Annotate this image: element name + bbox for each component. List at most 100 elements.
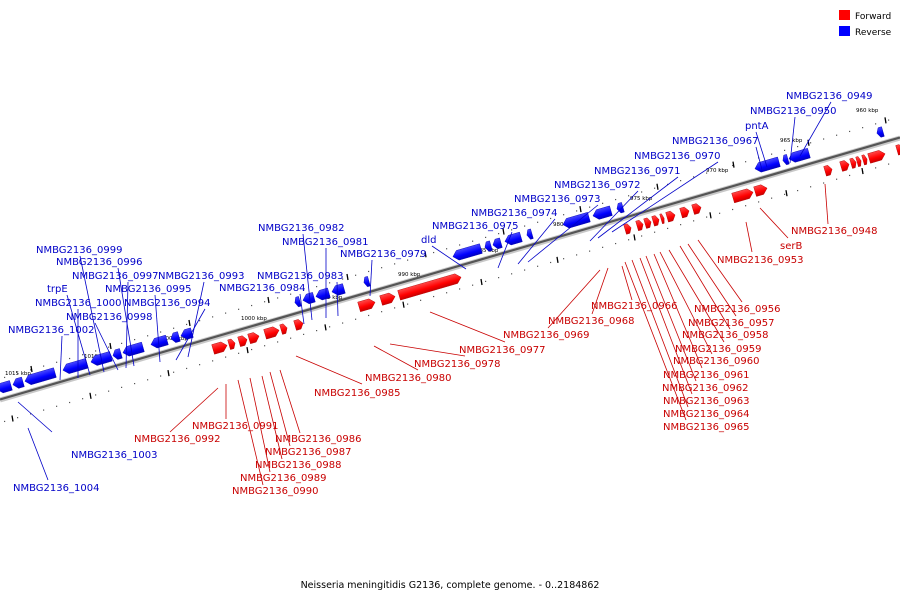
reverse-gene-shape[interactable] — [484, 240, 493, 252]
reverse-gene-arrow[interactable] — [302, 292, 316, 305]
gene-label-0968[interactable]: NMBG2136_0968 — [548, 316, 634, 327]
gene-label-0949[interactable]: NMBG2136_0949 — [786, 91, 872, 102]
reverse-gene-arrow[interactable] — [754, 156, 781, 174]
forward-gene-arrow[interactable] — [651, 215, 661, 227]
reverse-gene-arrow[interactable] — [504, 231, 523, 246]
gene-label-trpE[interactable]: trpE — [47, 284, 68, 295]
gene-label-0970[interactable]: NMBG2136_0970 — [634, 151, 720, 162]
reverse-gene-shape[interactable] — [876, 126, 885, 138]
gene-label-0974[interactable]: NMBG2136_0974 — [471, 208, 557, 219]
reverse-gene-shape[interactable] — [616, 202, 625, 214]
forward-gene-arrow[interactable] — [753, 183, 769, 197]
gene-label-0992[interactable]: NMBG2136_0992 — [134, 434, 220, 445]
reverse-gene-shape[interactable] — [492, 237, 503, 250]
gene-label-0989[interactable]: NMBG2136_0989 — [240, 473, 326, 484]
forward-gene-arrow[interactable] — [623, 223, 633, 235]
gene-label-0966[interactable]: NMBG2136_0966 — [591, 301, 677, 312]
gene-label-1002[interactable]: NMBG2136_1002 — [8, 325, 94, 336]
reverse-gene-arrow[interactable] — [294, 296, 302, 308]
reverse-gene-arrow[interactable] — [788, 148, 811, 163]
gene-label-0960[interactable]: NMBG2136_0960 — [673, 356, 759, 367]
gene-label-0963[interactable]: NMBG2136_0963 — [663, 396, 749, 407]
reverse-gene-shape[interactable] — [150, 334, 169, 349]
gene-label-0986[interactable]: NMBG2136_0986 — [275, 434, 361, 445]
forward-gene-shape[interactable] — [293, 318, 305, 331]
reverse-gene-arrow[interactable] — [170, 331, 181, 344]
reverse-gene-arrow[interactable] — [122, 341, 145, 357]
forward-gene-shape[interactable] — [379, 292, 397, 306]
reverse-gene-arrow[interactable] — [180, 327, 194, 341]
reverse-gene-arrow[interactable] — [592, 205, 613, 221]
reverse-gene-shape[interactable] — [90, 351, 113, 366]
forward-gene-arrow[interactable] — [635, 219, 645, 232]
forward-gene-shape[interactable] — [279, 323, 289, 335]
reverse-gene-arrow[interactable] — [0, 380, 13, 395]
forward-gene-arrow[interactable] — [839, 159, 851, 172]
forward-gene-arrow[interactable] — [279, 323, 289, 335]
gene-label-1003[interactable]: NMBG2136_1003 — [71, 450, 157, 461]
gene-label-0998[interactable]: NMBG2136_0998 — [66, 312, 152, 323]
reverse-gene-arrow[interactable] — [616, 202, 625, 214]
reverse-gene-shape[interactable] — [170, 331, 181, 344]
forward-gene-arrow[interactable] — [227, 338, 237, 350]
reverse-gene-arrow[interactable] — [782, 154, 790, 166]
forward-gene-arrow[interactable] — [849, 157, 858, 169]
gene-label-0969[interactable]: NMBG2136_0969 — [503, 330, 589, 341]
reverse-gene-arrow[interactable] — [492, 237, 503, 250]
reverse-gene-shape[interactable] — [526, 228, 534, 240]
forward-gene-shape[interactable] — [867, 149, 887, 164]
gene-label-0977[interactable]: NMBG2136_0977 — [459, 345, 545, 356]
forward-gene-shape[interactable] — [635, 219, 645, 232]
forward-gene-shape[interactable] — [665, 210, 677, 223]
reverse-gene-arrow[interactable] — [526, 228, 534, 240]
gene-label-0983[interactable]: NMBG2136_0983 — [257, 271, 343, 282]
gene-label-0948[interactable]: NMBG2136_0948 — [791, 226, 877, 237]
gene-label-0959[interactable]: NMBG2136_0959 — [675, 344, 761, 355]
reverse-gene-shape[interactable] — [0, 380, 13, 395]
gene-label-0950[interactable]: NMBG2136_0950 — [750, 106, 836, 117]
reverse-gene-shape[interactable] — [62, 358, 89, 375]
gene-label-0964[interactable]: NMBG2136_0964 — [663, 409, 749, 420]
gene-label-0957[interactable]: NMBG2136_0957 — [688, 318, 774, 329]
forward-gene-arrow[interactable] — [895, 144, 900, 156]
forward-gene-shape[interactable] — [211, 341, 229, 355]
forward-gene-shape[interactable] — [895, 144, 900, 156]
reverse-gene-shape[interactable] — [504, 231, 523, 246]
forward-gene-arrow[interactable] — [731, 187, 755, 204]
gene-label-0995[interactable]: NMBG2136_0995 — [105, 284, 191, 295]
gene-label-0979[interactable]: NMBG2136_0979 — [340, 249, 426, 260]
gene-label-0962[interactable]: NMBG2136_0962 — [662, 383, 748, 394]
forward-gene-shape[interactable] — [691, 203, 703, 215]
forward-gene-arrow[interactable] — [293, 318, 305, 331]
forward-gene-arrow[interactable] — [855, 156, 863, 168]
reverse-gene-shape[interactable] — [294, 296, 302, 308]
forward-gene-arrow[interactable] — [861, 154, 869, 166]
reverse-gene-shape[interactable] — [112, 348, 123, 361]
reverse-gene-shape[interactable] — [788, 148, 811, 163]
forward-gene-shape[interactable] — [753, 183, 769, 197]
forward-gene-arrow[interactable] — [643, 217, 653, 229]
forward-gene-arrow[interactable] — [665, 210, 677, 223]
gene-label-0987[interactable]: NMBG2136_0987 — [265, 447, 351, 458]
forward-gene-arrow[interactable] — [357, 297, 377, 312]
forward-gene-shape[interactable] — [397, 272, 463, 301]
forward-gene-arrow[interactable] — [867, 149, 887, 164]
forward-gene-arrow[interactable] — [397, 272, 463, 301]
gene-label-0956[interactable]: NMBG2136_0956 — [694, 304, 780, 315]
gene-label-0978[interactable]: NMBG2136_0978 — [414, 359, 500, 370]
gene-label-serB[interactable]: serB — [780, 241, 802, 252]
gene-label-0972[interactable]: NMBG2136_0972 — [554, 180, 640, 191]
forward-gene-shape[interactable] — [823, 164, 834, 177]
forward-gene-shape[interactable] — [237, 335, 249, 347]
forward-gene-shape[interactable] — [861, 154, 869, 166]
gene-label-0993[interactable]: NMBG2136_0993 — [158, 271, 244, 282]
gene-label-0975[interactable]: NMBG2136_0975 — [432, 221, 518, 232]
gene-label-0991[interactable]: NMBG2136_0991 — [192, 421, 278, 432]
gene-label-1000[interactable]: NMBG2136_1000 — [35, 298, 121, 309]
forward-gene-shape[interactable] — [623, 223, 633, 235]
reverse-gene-shape[interactable] — [782, 154, 790, 166]
forward-gene-arrow[interactable] — [823, 164, 834, 177]
forward-gene-shape[interactable] — [357, 297, 377, 312]
gene-label-0961[interactable]: NMBG2136_0961 — [663, 370, 749, 381]
gene-label-0971[interactable]: NMBG2136_0971 — [594, 166, 680, 177]
